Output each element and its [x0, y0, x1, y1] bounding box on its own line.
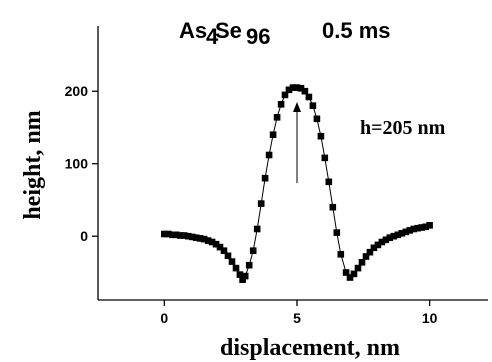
data-point — [325, 178, 333, 186]
height-annotation: h=205 nm — [360, 117, 446, 139]
data-point — [236, 271, 244, 278]
data-point — [173, 231, 180, 239]
data-point — [362, 253, 370, 260]
x-ticks: 0 5 10 — [160, 300, 438, 326]
title-time: 0.5 ms — [322, 18, 391, 43]
data-point — [406, 227, 413, 234]
data-point — [212, 240, 220, 248]
title-element-se: Se — [215, 18, 242, 43]
data-point — [239, 276, 246, 283]
axes — [97, 26, 488, 301]
data-point — [354, 264, 362, 272]
data-point — [346, 274, 354, 281]
data-point — [297, 85, 305, 92]
data-point — [378, 238, 386, 246]
data-point — [232, 264, 240, 272]
data-point — [414, 224, 421, 232]
data-point — [309, 102, 317, 109]
data-point — [180, 232, 188, 239]
data-point — [350, 270, 358, 278]
data-point — [176, 232, 184, 239]
height-arrow-head — [293, 102, 301, 112]
data-point — [317, 132, 325, 140]
data-point — [200, 235, 208, 243]
y-tick-label: 0 — [80, 228, 88, 244]
data-point — [301, 87, 309, 95]
y-axis-label: height, nm — [20, 110, 46, 219]
y-tick-label: 100 — [65, 156, 89, 172]
data-point — [208, 238, 216, 246]
data-point — [342, 269, 350, 276]
x-axis-label: displacement, nm — [220, 335, 400, 361]
chart-title: As 4 Se 96 0.5 ms — [179, 18, 391, 49]
data-point — [333, 229, 341, 236]
data-point — [394, 231, 402, 239]
x-tick-label: 5 — [293, 310, 301, 326]
plot-area — [161, 84, 433, 283]
y-tick-label: 200 — [65, 83, 89, 99]
data-point — [241, 272, 249, 280]
data-point — [245, 261, 253, 269]
data-point — [382, 236, 390, 244]
data-point — [370, 244, 378, 252]
data-point — [402, 228, 410, 236]
data-point — [184, 232, 192, 240]
data-point — [188, 233, 196, 241]
title-subscript-96: 96 — [246, 24, 270, 49]
data-point — [329, 203, 337, 211]
data-point — [293, 84, 301, 91]
data-point — [285, 86, 293, 94]
data-point — [249, 247, 257, 254]
data-point — [220, 247, 228, 254]
data-point — [261, 174, 269, 182]
data-point — [422, 223, 429, 231]
data-point — [410, 225, 417, 233]
data-point — [321, 154, 329, 162]
data-point — [313, 115, 321, 123]
data-point — [398, 230, 406, 237]
height-arrow — [293, 102, 301, 183]
data-point — [161, 230, 168, 238]
data-point — [196, 235, 204, 242]
data-point — [165, 230, 172, 238]
y-ticks: 0 100 200 — [65, 83, 98, 244]
data-point — [265, 151, 273, 159]
data-point — [305, 93, 313, 101]
data-point — [358, 259, 366, 266]
data-point — [418, 224, 425, 231]
data-point — [426, 222, 433, 229]
data-point — [253, 225, 261, 233]
data-point — [216, 243, 224, 251]
data-point — [390, 232, 398, 240]
data-point — [337, 251, 345, 258]
data-point — [228, 258, 236, 265]
data-point — [374, 241, 382, 249]
x-tick-label: 0 — [160, 310, 168, 326]
data-point — [269, 131, 277, 138]
data-point — [277, 101, 285, 108]
x-tick-label: 10 — [422, 310, 438, 326]
data-point — [169, 231, 176, 239]
data-point — [386, 234, 394, 241]
data-point — [281, 91, 289, 99]
data-point — [257, 200, 265, 207]
data-point — [273, 114, 281, 121]
data-point — [192, 234, 200, 241]
data-point — [366, 248, 374, 256]
data-point — [204, 237, 212, 244]
data-point — [224, 252, 232, 260]
title-subscript-4: 4 — [206, 24, 219, 49]
title-element-as: As — [179, 18, 207, 43]
data-point — [289, 84, 297, 91]
